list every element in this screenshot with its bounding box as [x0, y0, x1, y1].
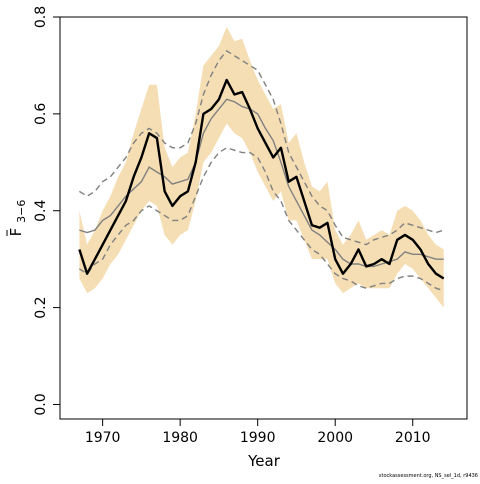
svg-text:F 3−6: F 3−6: [7, 200, 28, 237]
x-tick-label: 2000: [317, 430, 353, 446]
series-line-layer: [78, 49, 445, 292]
estimate-line: [78, 78, 445, 280]
confidence-band: [79, 26, 444, 308]
y-axis-title-main: F: [7, 228, 25, 237]
y-tick-label: 0.2: [33, 296, 49, 318]
lower-bound-dashed-line: [79, 147, 444, 292]
axis-layer: 1970 1980 1990 2000 2010 0.0 0.2 0.4 0.6 0.8: [33, 6, 431, 446]
upper-bound-dashed-line: [79, 49, 444, 246]
y-tick-label: 0.0: [33, 393, 49, 415]
y-axis-title-subscript: 3−6: [15, 200, 28, 223]
y-tick-label: 0.8: [33, 6, 49, 28]
x-tick-label: 1990: [240, 430, 276, 446]
x-tick-label: 1980: [162, 430, 198, 446]
x-axis-title: Year: [247, 452, 281, 470]
y-tick-label: 0.4: [33, 200, 49, 222]
x-tick-label: 2010: [395, 430, 431, 446]
confidence-band-layer: [79, 26, 444, 308]
smoothed-line: [79, 98, 444, 268]
footer-watermark: stockassessment.org, NS_sel_1d, r9436: [379, 473, 478, 479]
y-axis-title: F 3−6: [6, 200, 28, 237]
y-tick-label: 0.6: [33, 103, 49, 125]
x-tick-label: 1970: [85, 430, 121, 446]
